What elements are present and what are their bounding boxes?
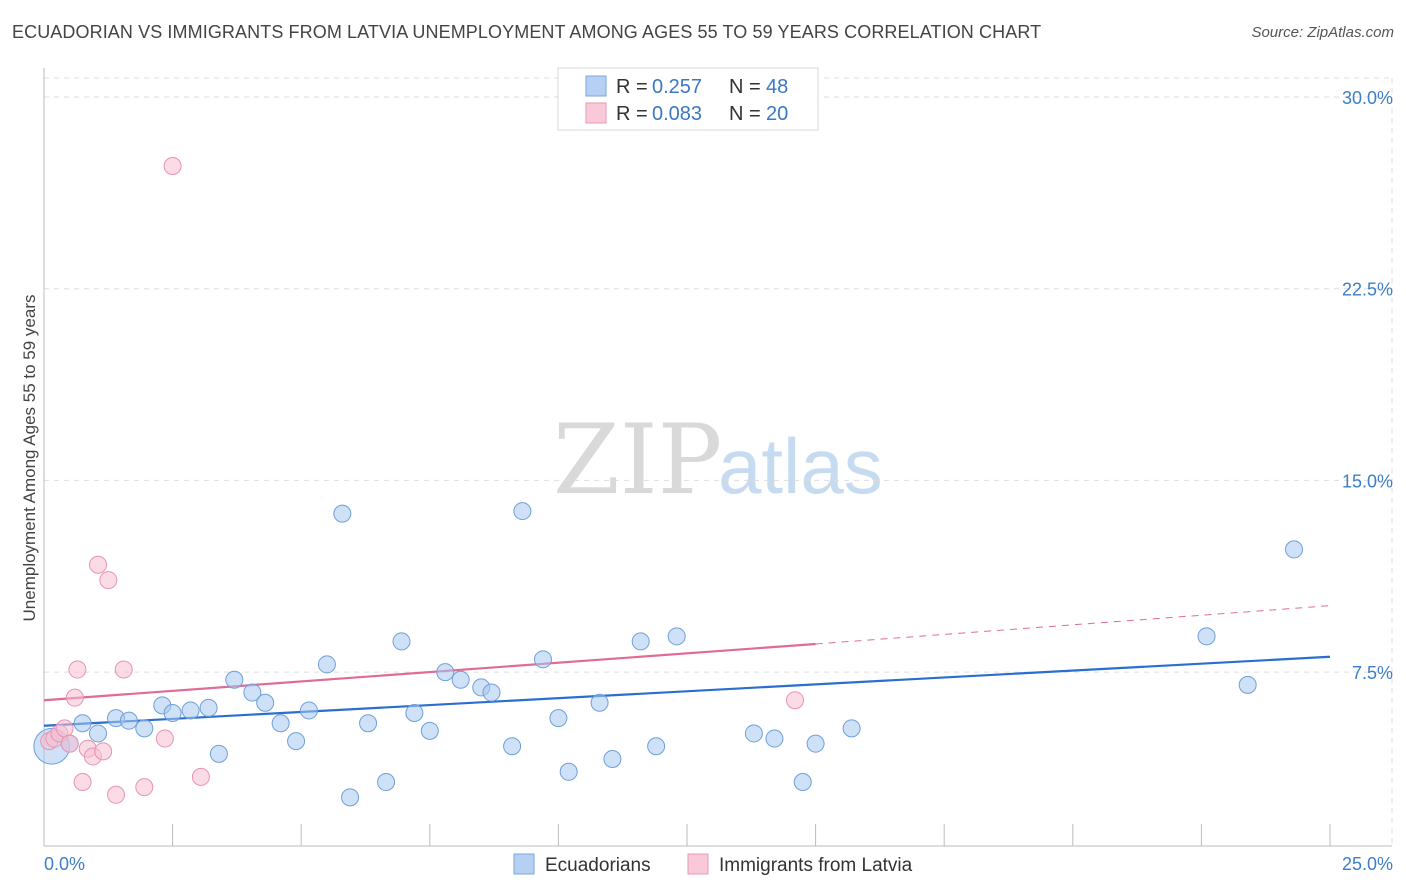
trend-line-dashed-latvia	[815, 605, 1331, 645]
point-ecuadorians	[271, 714, 290, 733]
point-ecuadorians	[341, 788, 360, 807]
point-ecuadorians	[559, 762, 578, 781]
legend-r-value-1: 0.257	[652, 76, 702, 98]
watermark-atlas: atlas	[718, 422, 883, 510]
point-latvia	[99, 571, 118, 590]
axes	[43, 68, 1392, 847]
legend: R = 0.257 N = 48 R = 0.083 N = 20	[557, 67, 819, 131]
point-ecuadorians	[451, 670, 470, 689]
point-ecuadorians	[73, 714, 92, 733]
point-ecuadorians	[299, 701, 318, 720]
chart-title: ECUADORIAN VS IMMIGRANTS FROM LATVIA UNE…	[12, 22, 1042, 42]
point-ecuadorians	[243, 683, 262, 702]
legend-r-label-1: R =	[616, 76, 648, 98]
watermark: ZIP atlas	[553, 404, 883, 516]
point-ecuadorians	[119, 711, 138, 730]
bottom-legend-ecuadorians: Ecuadorians	[545, 855, 651, 876]
point-ecuadorians	[513, 502, 532, 521]
point-ecuadorians	[392, 632, 411, 651]
point-ecuadorians	[647, 737, 666, 756]
point-ecuadorians	[533, 650, 552, 669]
point-latvia	[89, 555, 108, 574]
point-ecuadorians	[482, 683, 501, 702]
point-ecuadorians	[209, 744, 228, 763]
point-ecuadorians	[806, 734, 825, 753]
legend-r-label-2: R =	[616, 103, 648, 125]
point-latvia	[68, 660, 87, 679]
legend-n-value-1: 48	[766, 76, 788, 98]
point-ecuadorians	[1284, 540, 1303, 559]
point-ecuadorians	[163, 703, 182, 722]
point-latvia	[163, 157, 182, 176]
x-tick-label: 0.0%	[44, 854, 85, 874]
point-ecuadorians	[333, 504, 352, 523]
y-tick-label: 30.0%	[1342, 88, 1393, 108]
y-tick-label: 7.5%	[1352, 663, 1393, 683]
point-latvia	[155, 729, 174, 748]
point-ecuadorians	[549, 709, 568, 728]
point-latvia	[135, 778, 154, 797]
grid-lines	[44, 77, 1393, 846]
legend-n-value-2: 20	[766, 103, 788, 125]
x-tick-label: 25.0%	[1342, 854, 1393, 874]
point-ecuadorians	[256, 693, 275, 712]
watermark-zip: ZIP	[553, 404, 722, 516]
point-ecuadorians	[603, 750, 622, 769]
point-ecuadorians	[405, 703, 424, 722]
point-latvia	[107, 785, 126, 804]
legend-swatch-ecuadorians	[585, 75, 607, 97]
trend-lines	[43, 605, 1331, 727]
point-latvia	[65, 688, 84, 707]
trend-line-latvia	[43, 642, 816, 702]
y-tick-labels: 7.5% 15.0% 22.5% 30.0%	[1342, 88, 1393, 683]
point-ecuadorians	[793, 773, 812, 792]
point-ecuadorians	[631, 632, 650, 651]
point-ecuadorians	[667, 627, 686, 646]
point-latvia	[73, 773, 92, 792]
y-tick-label: 15.0%	[1342, 471, 1393, 491]
point-latvia	[191, 767, 210, 786]
point-ecuadorians	[1238, 675, 1257, 694]
point-ecuadorians	[744, 724, 763, 743]
point-ecuadorians	[765, 729, 784, 748]
legend-n-label-2: N =	[729, 103, 761, 125]
x-tick-labels: 0.0% 25.0%	[44, 854, 1393, 874]
point-ecuadorians	[590, 693, 609, 712]
scatter-points	[33, 157, 1303, 807]
y-axis-label: Unemployment Among Ages 55 to 59 years	[20, 295, 39, 622]
y-tick-label: 22.5%	[1342, 280, 1393, 300]
legend-swatch-latvia	[585, 102, 607, 124]
point-ecuadorians	[377, 773, 396, 792]
legend-r-value-2: 0.083	[652, 103, 702, 125]
point-ecuadorians	[181, 701, 200, 720]
point-ecuadorians	[420, 721, 439, 740]
bottom-legend-latvia: Immigrants from Latvia	[719, 855, 913, 876]
point-ecuadorians	[135, 719, 154, 738]
point-ecuadorians	[225, 670, 244, 689]
point-ecuadorians	[436, 663, 455, 682]
point-ecuadorians	[199, 698, 218, 717]
point-latvia	[114, 660, 133, 679]
legend-n-label-1: N =	[729, 76, 761, 98]
bottom-legend-swatch-ecuadorians	[513, 853, 535, 875]
point-latvia	[60, 734, 79, 753]
point-ecuadorians	[287, 732, 306, 751]
point-ecuadorians	[89, 724, 108, 743]
point-latvia	[786, 691, 805, 710]
point-latvia	[94, 742, 113, 761]
bottom-legend-swatch-latvia	[687, 853, 709, 875]
source-label: Source: ZipAtlas.com	[1251, 24, 1394, 41]
bottom-legend: Ecuadorians Immigrants from Latvia	[513, 853, 913, 876]
point-ecuadorians	[503, 737, 522, 756]
point-latvia	[55, 719, 74, 738]
point-ecuadorians	[317, 655, 336, 674]
point-ecuadorians	[359, 714, 378, 733]
trend-line-ecuadorians	[43, 655, 1331, 727]
point-ecuadorians	[842, 719, 861, 738]
point-ecuadorians	[1197, 627, 1216, 646]
